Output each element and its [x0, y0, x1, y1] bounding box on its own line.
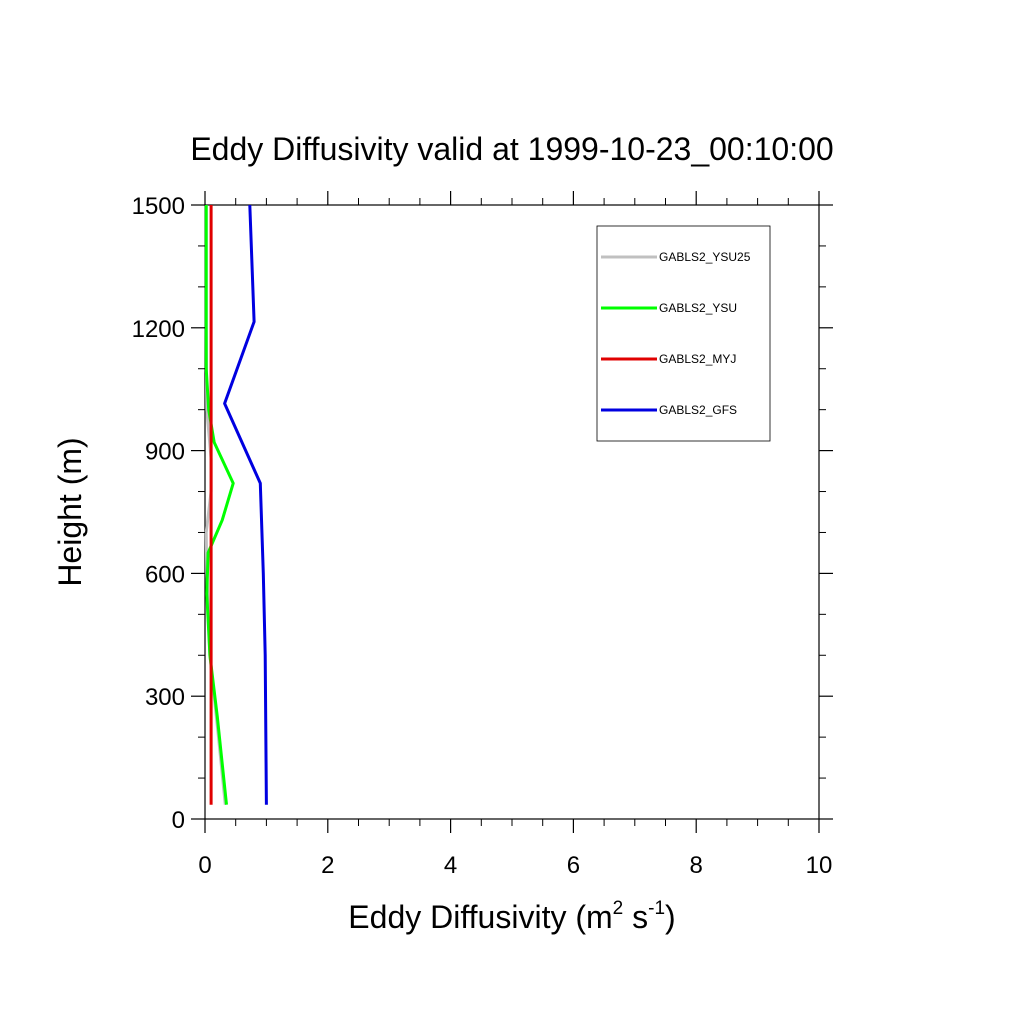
- y-tick-label: 900: [145, 439, 185, 466]
- legend-label: GABLS2_YSU: [659, 301, 737, 315]
- y-tick-label: 300: [145, 684, 185, 711]
- y-tick-label: 0: [172, 807, 185, 834]
- legend-label: GABLS2_GFS: [659, 403, 737, 417]
- y-tick-label: 600: [145, 561, 185, 588]
- x-tick-label: 2: [321, 852, 334, 879]
- x-tick-label: 8: [690, 852, 703, 879]
- x-axis-label-end: ): [665, 899, 676, 935]
- x-axis-label: Eddy Diffusivity (m2 s-1): [348, 898, 675, 935]
- x-tick-label: 0: [198, 852, 211, 879]
- x-axis-label-sup2: -1: [648, 898, 665, 919]
- ticks-layer: 0 2 4 6 8 10 0 300 600 900 1200 1500: [132, 191, 833, 879]
- x-axis-label-main: Eddy Diffusivity (m: [348, 899, 612, 935]
- series-layer: [204, 204, 268, 805]
- legend-label: GABLS2_YSU25: [659, 250, 751, 264]
- legend-box: [596, 225, 771, 442]
- legend-label: GABLS2_MYJ: [659, 352, 736, 366]
- y-tick-label: 1200: [132, 316, 185, 343]
- x-tick-label: 4: [444, 852, 457, 879]
- x-axis-label-mid: s: [623, 899, 648, 935]
- x-tick-label: 10: [806, 852, 833, 879]
- y-axis-label: Height (m): [52, 437, 88, 586]
- chart-title: Eddy Diffusivity valid at 1999-10-23_00:…: [190, 131, 833, 167]
- x-axis-label-sup1: 2: [613, 898, 624, 919]
- legend: GABLS2_YSU25 GABLS2_YSU GABLS2_MYJ GABLS2_G…: [596, 225, 771, 442]
- x-tick-label: 6: [567, 852, 580, 879]
- y-tick-label: 1500: [132, 193, 185, 220]
- series-line-gabls2_gfs: [223, 204, 268, 805]
